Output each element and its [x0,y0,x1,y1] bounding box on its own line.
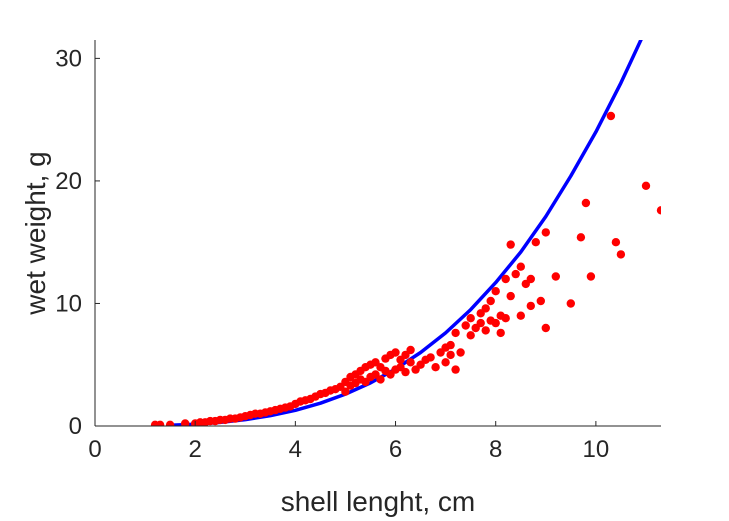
data-point [526,301,535,311]
data-point [446,340,455,350]
data-point [506,240,515,249]
data-point [155,420,165,426]
x-tick-label: 8 [489,436,502,463]
y-axis-title: wet weight, g [20,151,51,315]
data-point [551,272,560,281]
data-point [566,299,575,308]
x-axis-title: shell lenght, cm [281,486,476,517]
data-point [501,314,510,323]
data-point [456,348,465,357]
data-point [541,228,550,237]
data-point [165,420,175,426]
data-point [481,304,490,313]
data-point [451,328,460,338]
data-point [181,419,190,426]
data-point [606,111,616,121]
data-point [516,262,525,271]
data-point [466,331,475,340]
data-point [466,314,475,323]
y-tick-label: 0 [69,413,82,440]
data-point [576,233,586,242]
x-tick-label: 6 [389,436,402,463]
data-point [526,274,535,284]
data-point [426,353,435,362]
data-point [506,291,515,301]
data-point [341,387,350,396]
x-tick-label: 10 [583,436,610,463]
x-tick-label: 2 [188,436,201,463]
axes [94,40,661,427]
data-point [406,345,415,355]
fit-curve [170,40,643,426]
data-point [536,296,545,306]
x-tick-label: 4 [289,436,302,463]
data-point [491,287,500,296]
data-point [401,367,410,377]
y-tick-label: 10 [55,290,82,317]
data-point [491,318,500,328]
y-tick-label: 30 [55,45,82,72]
data-point [476,318,485,328]
data-point [656,206,661,215]
data-points-layer [150,111,661,426]
data-point [616,250,626,259]
data-point [481,326,490,335]
data-point [486,296,495,306]
data-point [581,198,591,208]
data-point [511,269,520,279]
data-point [446,350,455,360]
data-point [376,375,385,384]
data-point [611,238,621,247]
data-point [391,348,400,357]
fit-curve-layer [170,40,643,426]
y-tick-label: 20 [55,168,82,195]
data-point [516,311,525,320]
data-point [541,323,550,333]
data-point [461,321,470,330]
data-point [431,363,440,372]
data-point [641,181,651,190]
data-point [586,272,596,281]
data-point [501,274,510,284]
data-point [531,238,540,247]
data-point [451,365,460,374]
data-point [496,328,505,338]
x-tick-label: 0 [88,436,101,463]
data-point [406,358,415,367]
tick-layer: 0 2 4 6 8 10 0 10 20 30 [55,45,609,463]
data-point [441,358,450,367]
